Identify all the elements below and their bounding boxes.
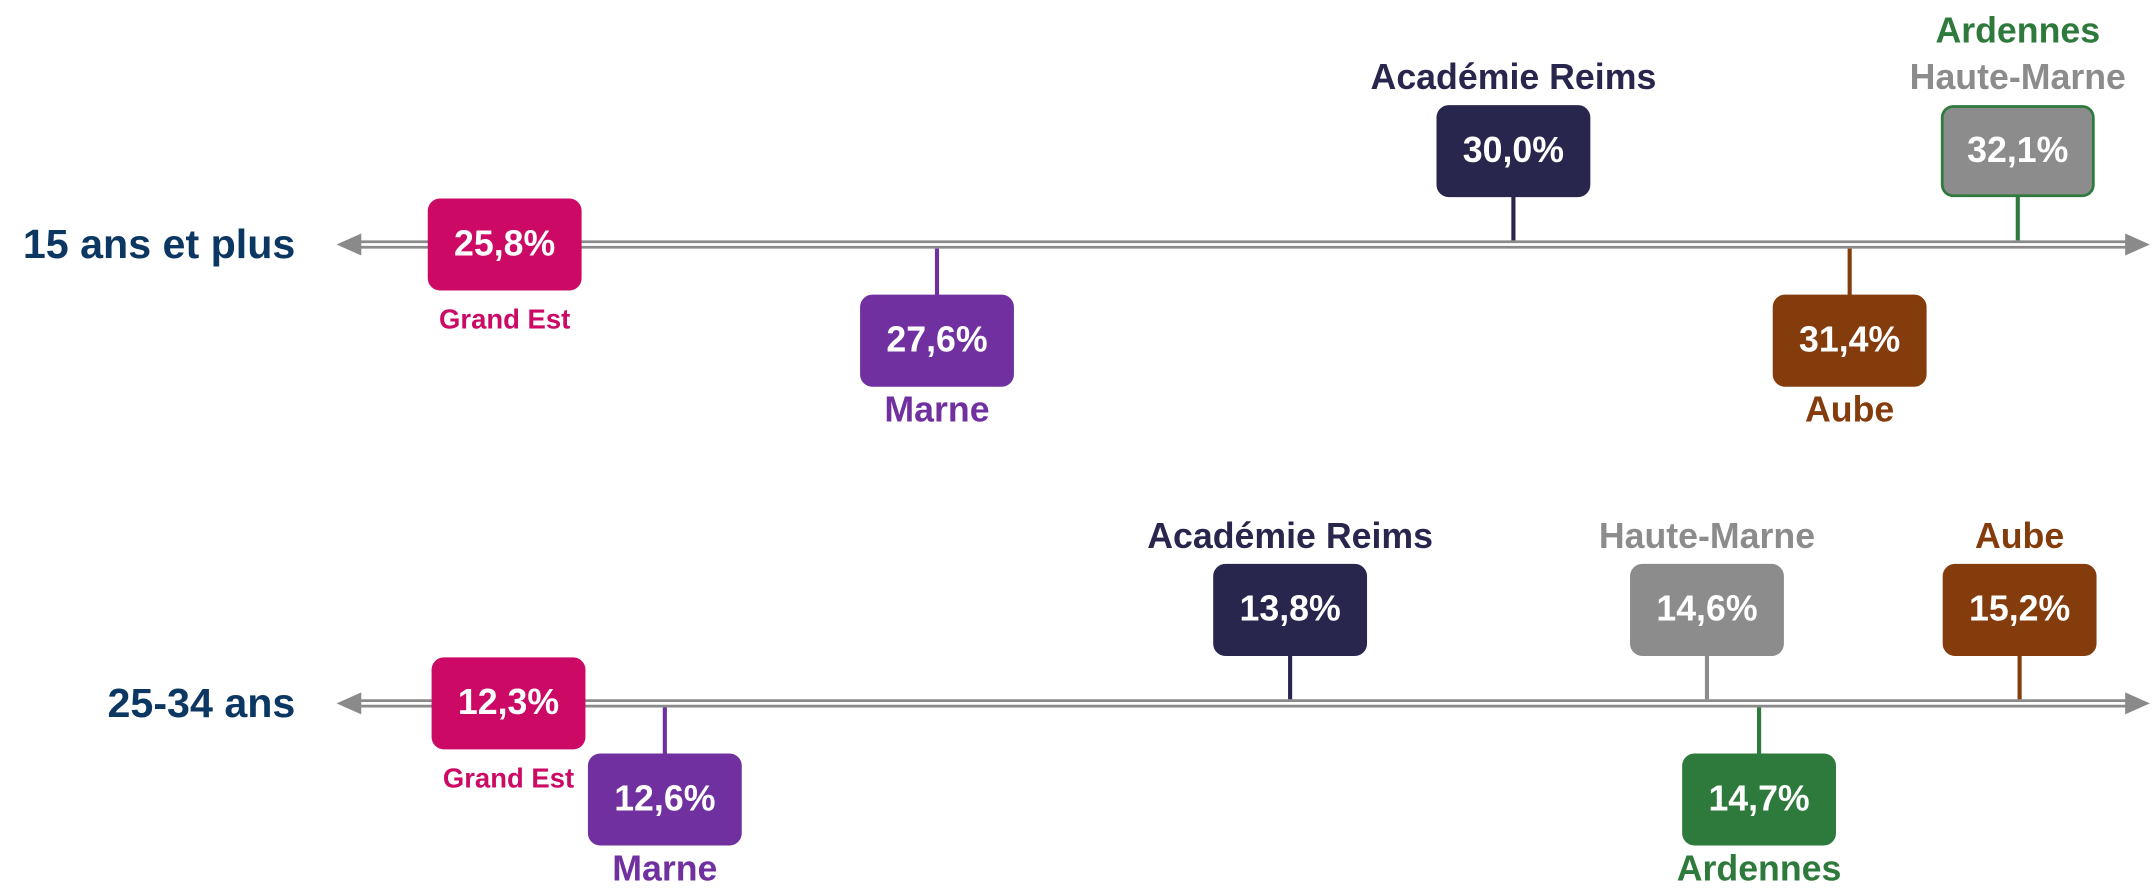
value-box <box>1682 753 1837 846</box>
value-box <box>1772 294 1927 387</box>
item-name: Haute-Marne <box>1599 516 1815 556</box>
value-box <box>427 198 582 291</box>
value-box <box>860 294 1014 387</box>
item-name: Marne <box>884 390 989 430</box>
value-label: 32,1% <box>1967 130 2068 170</box>
value-label: 14,6% <box>1656 589 1757 629</box>
value-box <box>587 753 742 846</box>
row-label: 15 ans et plus <box>23 221 296 267</box>
value-box <box>1942 563 2097 656</box>
value-label: 14,7% <box>1708 778 1809 818</box>
item-name: Académie Reims <box>1147 516 1433 556</box>
value-box <box>1436 105 1591 198</box>
item-name: Haute-Marne <box>1910 57 2126 97</box>
item-name: Aube <box>1805 390 1894 430</box>
value-label: 25,8% <box>454 223 555 263</box>
axis-arrow <box>2125 233 2150 256</box>
axis-arrow <box>336 692 362 715</box>
value-label: 15,2% <box>1969 589 2070 629</box>
value-label: 31,4% <box>1799 320 1900 360</box>
row-label: 25-34 ans <box>108 680 296 726</box>
value-box <box>431 657 586 750</box>
value-label: 12,3% <box>458 682 559 722</box>
item-name: Aube <box>1975 516 2064 556</box>
item-name: Ardennes <box>1677 848 1842 888</box>
axis-arrow <box>2125 692 2150 715</box>
item-name: Ardennes <box>1935 10 2100 50</box>
value-label: 27,6% <box>886 320 987 360</box>
item-name: Académie Reims <box>1371 57 1657 97</box>
value-label: 12,6% <box>614 778 715 818</box>
value-box <box>1630 563 1784 656</box>
value-label: 30,0% <box>1463 130 1564 170</box>
axis-arrow <box>336 233 362 256</box>
value-box <box>1940 105 2095 198</box>
item-name: Marne <box>612 848 717 888</box>
value-box <box>1213 563 1368 656</box>
item-name: Grand Est <box>443 763 574 794</box>
value-label: 13,8% <box>1239 589 1340 629</box>
item-name: Grand Est <box>439 304 570 335</box>
